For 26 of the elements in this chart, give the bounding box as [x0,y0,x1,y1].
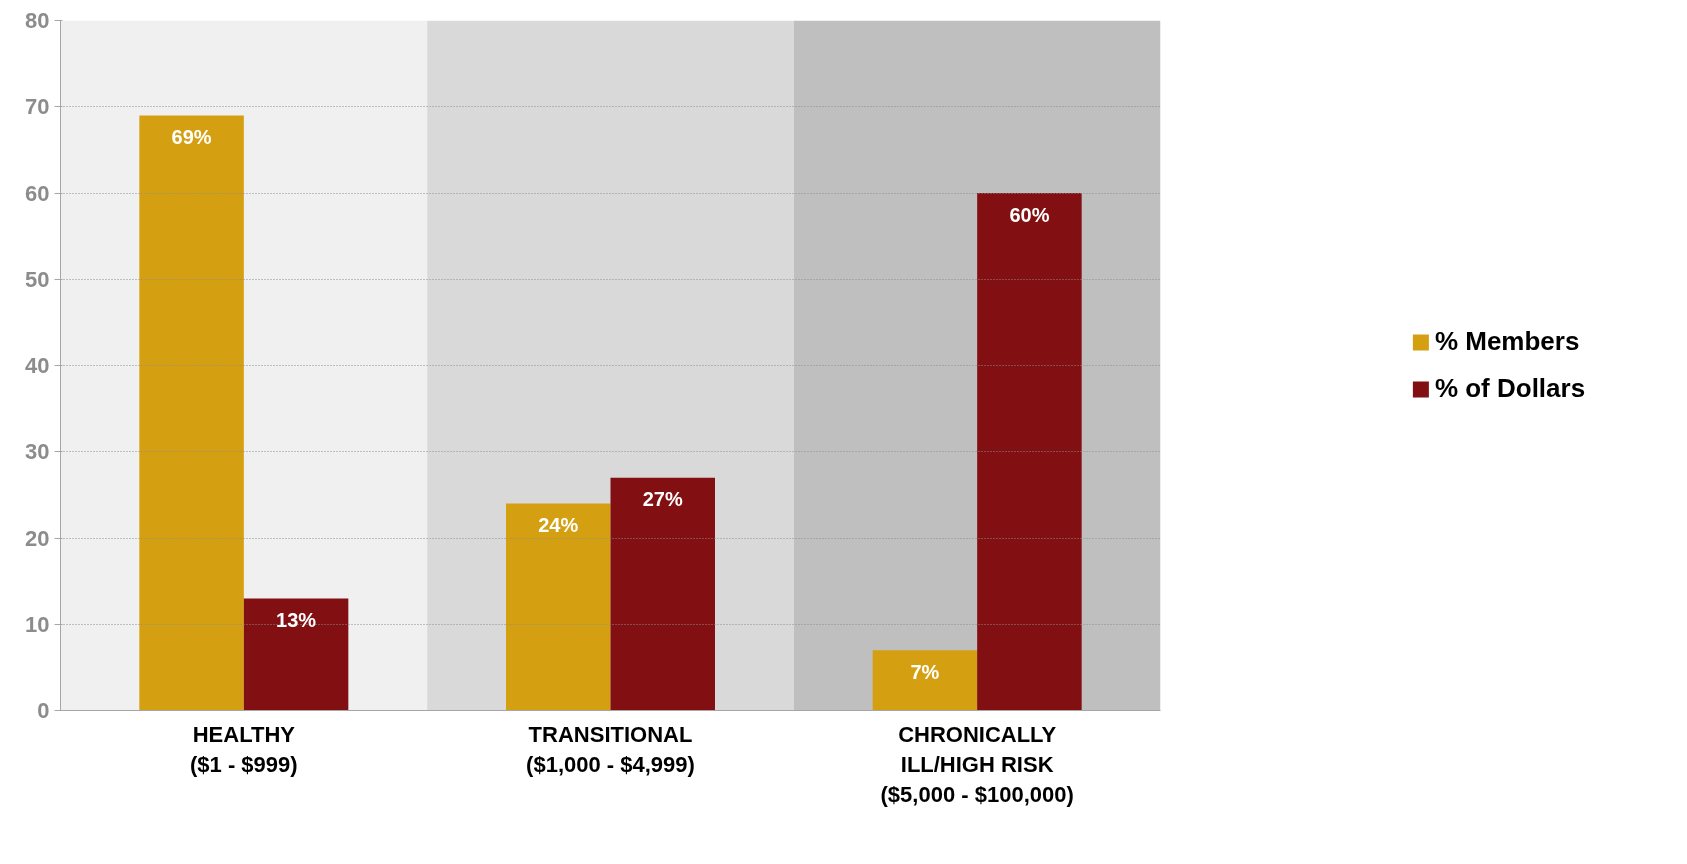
y-tick-label: 70 [25,94,50,120]
y-tick-label: 40 [25,353,50,378]
y-tick-label: 30 [25,439,50,465]
y-tick-label: 20 [25,525,50,551]
y-tick-label: 60 [25,180,50,206]
x-tick-label: TRANSITIONAL ($1,000 - $4,999) [526,721,695,777]
bar [610,477,715,711]
legend-label: % of Dollars [1434,373,1586,404]
y-tick-label: 50 [25,266,50,292]
y-tick-label: 0 [37,698,50,723]
x-tick-label: CHRONICALLY ILL/HIGH RISK ($5,000 - $100,000) [880,721,1074,807]
data-label: 13% [276,608,317,631]
data-label: 24% [538,514,579,537]
data-label: 27% [642,488,683,511]
bar [506,503,611,711]
y-tick-label: 10 [25,611,50,637]
bar [977,193,1082,711]
data-label: 69% [171,125,212,148]
bar [139,115,244,711]
data-label: 60% [1009,203,1050,226]
data-label: 7% [910,660,940,683]
y-tick-label: 80 [25,8,50,33]
bar [243,598,349,711]
x-tick-label: HEALTHY ($1 - $999) [190,721,298,777]
legend-label: % Members [1434,326,1580,357]
bar [872,650,978,711]
